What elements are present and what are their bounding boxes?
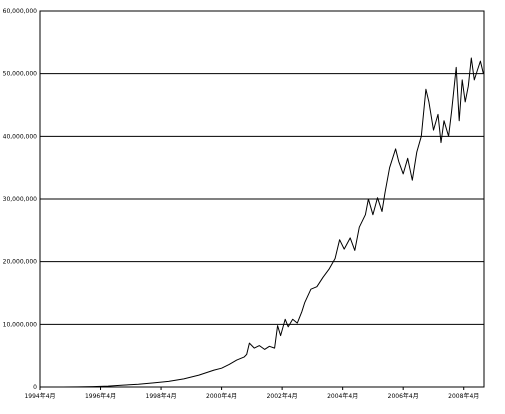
x-tick-label: 1994年4月: [24, 392, 55, 400]
y-tick-label: 60,000,000: [3, 8, 38, 15]
y-tick-label: 30,000,000: [3, 196, 38, 203]
series-line: [62, 57, 484, 388]
x-tick-label: 2000年4月: [206, 392, 237, 400]
y-tick-label: 10,000,000: [3, 321, 38, 328]
y-tick-label: 20,000,000: [3, 259, 38, 266]
x-tick-label: 2002年4月: [267, 392, 298, 400]
x-tick-label: 1996年4月: [85, 392, 116, 400]
x-tick-label: 1998年4月: [146, 392, 177, 400]
y-tick-label: 40,000,000: [3, 133, 38, 140]
x-tick-label: 2004年4月: [327, 392, 358, 400]
y-tick-label: 0: [33, 384, 37, 391]
y-tick-label: 50,000,000: [3, 71, 38, 78]
x-tick-label: 2006年4月: [388, 392, 419, 400]
x-tick-label: 2008年4月: [448, 392, 479, 400]
